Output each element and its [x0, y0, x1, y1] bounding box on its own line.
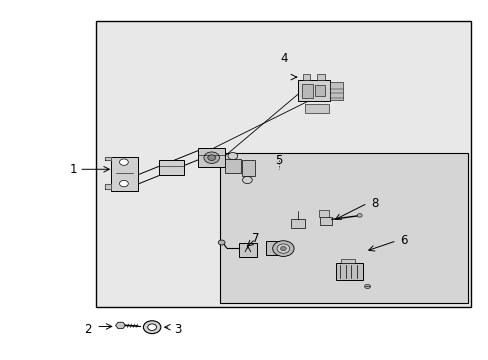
Circle shape [218, 240, 224, 245]
Text: 2: 2 [83, 323, 91, 336]
Circle shape [280, 247, 286, 251]
Bar [297, 80, 329, 102]
Circle shape [364, 284, 370, 289]
Circle shape [119, 159, 128, 165]
Bar [305, 104, 328, 113]
Bar [224, 159, 240, 173]
Bar [302, 73, 309, 80]
Bar [314, 85, 324, 96]
Text: 6: 6 [399, 234, 407, 247]
Polygon shape [105, 157, 111, 160]
Circle shape [119, 180, 128, 187]
Circle shape [227, 153, 237, 159]
Bar [241, 160, 255, 176]
Bar [318, 210, 328, 217]
Bar [198, 148, 224, 167]
Bar [335, 263, 362, 280]
Circle shape [277, 244, 289, 253]
Circle shape [357, 213, 362, 217]
Polygon shape [105, 184, 111, 189]
Circle shape [272, 241, 293, 256]
Circle shape [147, 324, 156, 330]
Text: 4: 4 [280, 52, 287, 65]
Bar [290, 219, 305, 228]
Bar [159, 160, 183, 175]
Bar [329, 82, 343, 100]
Text: 1: 1 [69, 163, 77, 176]
Bar [266, 241, 286, 255]
Bar [319, 217, 331, 225]
Circle shape [207, 155, 215, 161]
Bar [220, 153, 467, 303]
Circle shape [203, 152, 219, 163]
Bar [111, 157, 137, 191]
Text: 7: 7 [251, 233, 259, 246]
Circle shape [143, 321, 161, 334]
Bar [317, 73, 324, 80]
Circle shape [242, 176, 252, 184]
Text: 8: 8 [370, 197, 378, 210]
Bar [96, 21, 469, 307]
Polygon shape [116, 322, 125, 328]
Bar [340, 258, 355, 263]
Bar [238, 243, 257, 257]
Bar [301, 84, 312, 98]
Text: 3: 3 [174, 323, 181, 336]
Text: 5: 5 [274, 154, 282, 167]
